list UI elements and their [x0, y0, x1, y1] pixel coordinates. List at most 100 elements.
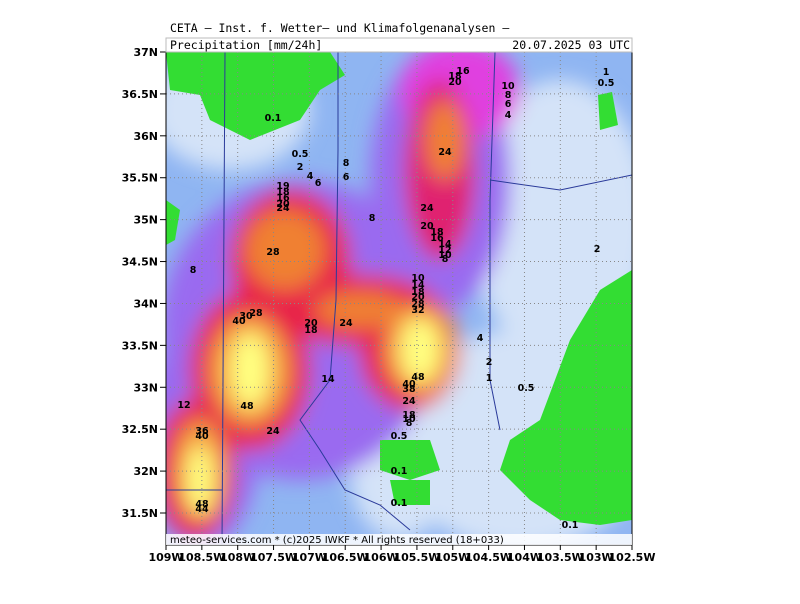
lon-label: 104.5W [465, 551, 512, 564]
contour-label: 18 [402, 410, 416, 421]
contour-label: 40 [195, 431, 209, 442]
lat-label: 33N [133, 381, 158, 394]
contour-label: 48 [240, 401, 254, 412]
contour-label: 6 [505, 99, 512, 110]
lon-label: 109W [148, 551, 183, 564]
contour-label: 0.5 [391, 431, 408, 442]
contour-label: 0.5 [292, 149, 309, 160]
contour-label: 10 [411, 273, 425, 284]
lon-label: 108W [220, 551, 255, 564]
contour-label: 14 [438, 239, 452, 250]
contour-label: 18 [276, 187, 290, 198]
contour-label: 20 [304, 318, 318, 329]
contour-label: 10 [438, 250, 452, 261]
contour-label: 24 [402, 396, 416, 407]
contour-label: 28 [266, 247, 280, 258]
contour-label: 16 [430, 233, 444, 244]
contour-label: 10 [402, 414, 416, 425]
header-variable: Precipitation [mm/24h] [170, 38, 322, 52]
contour-label: 0.1 [391, 466, 408, 477]
contour-label: 28 [411, 299, 425, 310]
lon-label: 103W [579, 551, 614, 564]
contour-label: 4 [307, 171, 314, 182]
header-time: 20.07.2025 03 UTC [512, 38, 630, 52]
lat-label: 33.5N [122, 339, 158, 352]
contour-label: 12 [177, 400, 190, 411]
lat-label: 32N [133, 465, 158, 478]
contour-label: 8 [505, 90, 512, 101]
contour-label: 2 [297, 162, 304, 173]
contour-label: 16 [456, 66, 470, 77]
contour-label: 24 [420, 203, 434, 214]
lon-label: 105.5W [393, 551, 440, 564]
contour-label: 0.1 [391, 498, 408, 509]
contour-label: 2 [486, 357, 493, 368]
lon-label: 107.5W [250, 551, 297, 564]
contour-label: 28 [249, 308, 263, 319]
contour-label: 24 [276, 203, 290, 214]
contour-label: 0.5 [518, 383, 535, 394]
contour-label: 18 [448, 71, 462, 82]
contour-label: 20 [448, 77, 462, 88]
lat-label: 35.5N [122, 172, 158, 185]
header-box [165, 37, 633, 53]
header-title: CETA — Inst. f. Wetter— und Klimafolgena… [170, 21, 509, 35]
contour-label: 4 [477, 333, 484, 344]
contour-label: 19 [276, 181, 289, 192]
contour-label: 8 [190, 265, 197, 276]
lon-label: 106W [364, 551, 399, 564]
contour-label: 20 [411, 292, 425, 303]
footer-box [166, 534, 632, 545]
contour-label: 6 [343, 172, 350, 183]
lon-label: 104W [507, 551, 542, 564]
lat-label: 34.5N [122, 256, 158, 269]
contour-label: 30 [239, 311, 253, 322]
lat-label: 32.5N [122, 423, 158, 436]
contour-label: 8 [343, 158, 350, 169]
contour-label: 0.5 [598, 78, 615, 89]
contour-label: 8 [442, 254, 449, 265]
contour-label: 20 [276, 199, 290, 210]
contour-label: 14 [411, 280, 425, 291]
contour-label: 6 [315, 178, 322, 189]
lon-label: 107W [292, 551, 327, 564]
contour-label: 0.1 [562, 520, 579, 531]
contour-label: 38 [402, 384, 416, 395]
lat-label: 31.5N [122, 507, 158, 520]
lon-label: 105W [435, 551, 470, 564]
lat-label: 35N [133, 214, 158, 227]
contour-label: 8 [406, 418, 413, 429]
contour-label: 1 [603, 67, 610, 78]
lon-label: 102.5W [609, 551, 656, 564]
contour-label: 2 [594, 244, 601, 255]
lat-label: 34N [133, 297, 158, 310]
contour-label: 40 [402, 379, 416, 390]
contour-label: 36 [195, 426, 209, 437]
contour-label: 18 [430, 227, 444, 238]
contour-label: 48 [195, 499, 209, 510]
contour-label: 24 [438, 147, 452, 158]
lat-label: 36N [133, 130, 158, 143]
lat-label: 37N [133, 46, 158, 59]
contour-label: 4 [505, 110, 512, 121]
contour-label: 16 [276, 193, 290, 204]
precip-field [166, 52, 632, 545]
contour-label: 14 [321, 374, 335, 385]
contour-label: 12 [438, 245, 451, 256]
lat-label: 36.5N [122, 88, 158, 101]
contour-label: 48 [411, 372, 425, 383]
contour-label: 10 [501, 81, 515, 92]
footer-credit: meteo-services.com * (c)2025 IWKF * All … [170, 535, 504, 546]
contour-label: 18 [304, 325, 318, 336]
contour-label: 24 [339, 318, 353, 329]
contour-label: 8 [369, 213, 376, 224]
contour-label: 32 [411, 305, 424, 316]
lon-label: 108.5W [178, 551, 225, 564]
contour-label: 44 [195, 504, 209, 515]
contour-label: 20 [420, 221, 434, 232]
contour-label: 0.1 [265, 113, 282, 124]
contour-label: 40 [232, 316, 246, 327]
lon-label: 106.5W [322, 551, 369, 564]
